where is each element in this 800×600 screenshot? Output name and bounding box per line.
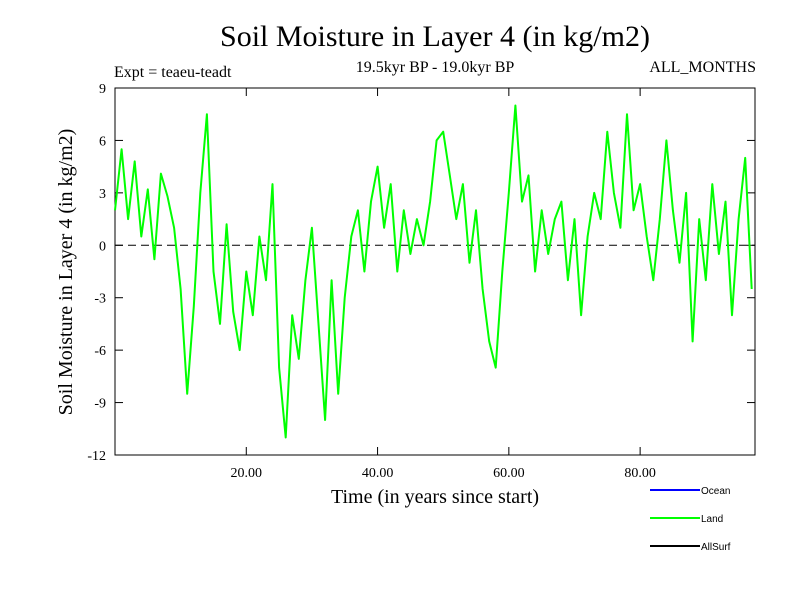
y-tick-label: -9 <box>94 397 106 412</box>
x-tick-label: 60.00 <box>493 466 525 481</box>
legend: Ocean Land AllSurf <box>650 486 731 553</box>
y-tick-label: -6 <box>94 344 106 359</box>
x-tick-label: 20.00 <box>231 466 263 481</box>
legend-land-label: Land <box>701 514 723 525</box>
series-line-land <box>114 104 753 439</box>
y-tick-label: 9 <box>99 82 106 97</box>
experiment-label: Expt = teaeu-teadt <box>114 64 232 81</box>
axes-frame <box>114 87 756 456</box>
y-tick-label: 0 <box>99 239 106 254</box>
y-tick-label: 6 <box>99 134 106 149</box>
y-tick-label: 3 <box>99 187 106 202</box>
legend-allsurf-label: AllSurf <box>701 542 731 553</box>
y-axis-label: Soil Moisture in Layer 4 (in kg/m2) <box>55 129 77 416</box>
x-tick-label: 80.00 <box>624 466 656 481</box>
chart-title: Soil Moisture in Layer 4 (in kg/m2) <box>220 20 650 53</box>
legend-ocean-label: Ocean <box>701 486 730 497</box>
x-tick-label: 40.00 <box>362 466 394 481</box>
y-tick-label: -3 <box>94 292 106 307</box>
months-label: ALL_MONTHS <box>649 59 756 76</box>
period-label: 19.5kyr BP - 19.0kyr BP <box>356 59 515 76</box>
plot-area: -12 -9 -6 -3 0 3 6 9 20.00 40.00 60.00 80.00 <box>87 82 756 481</box>
y-tick-label: -12 <box>87 449 106 464</box>
x-axis-label: Time (in years since start) <box>331 486 539 508</box>
